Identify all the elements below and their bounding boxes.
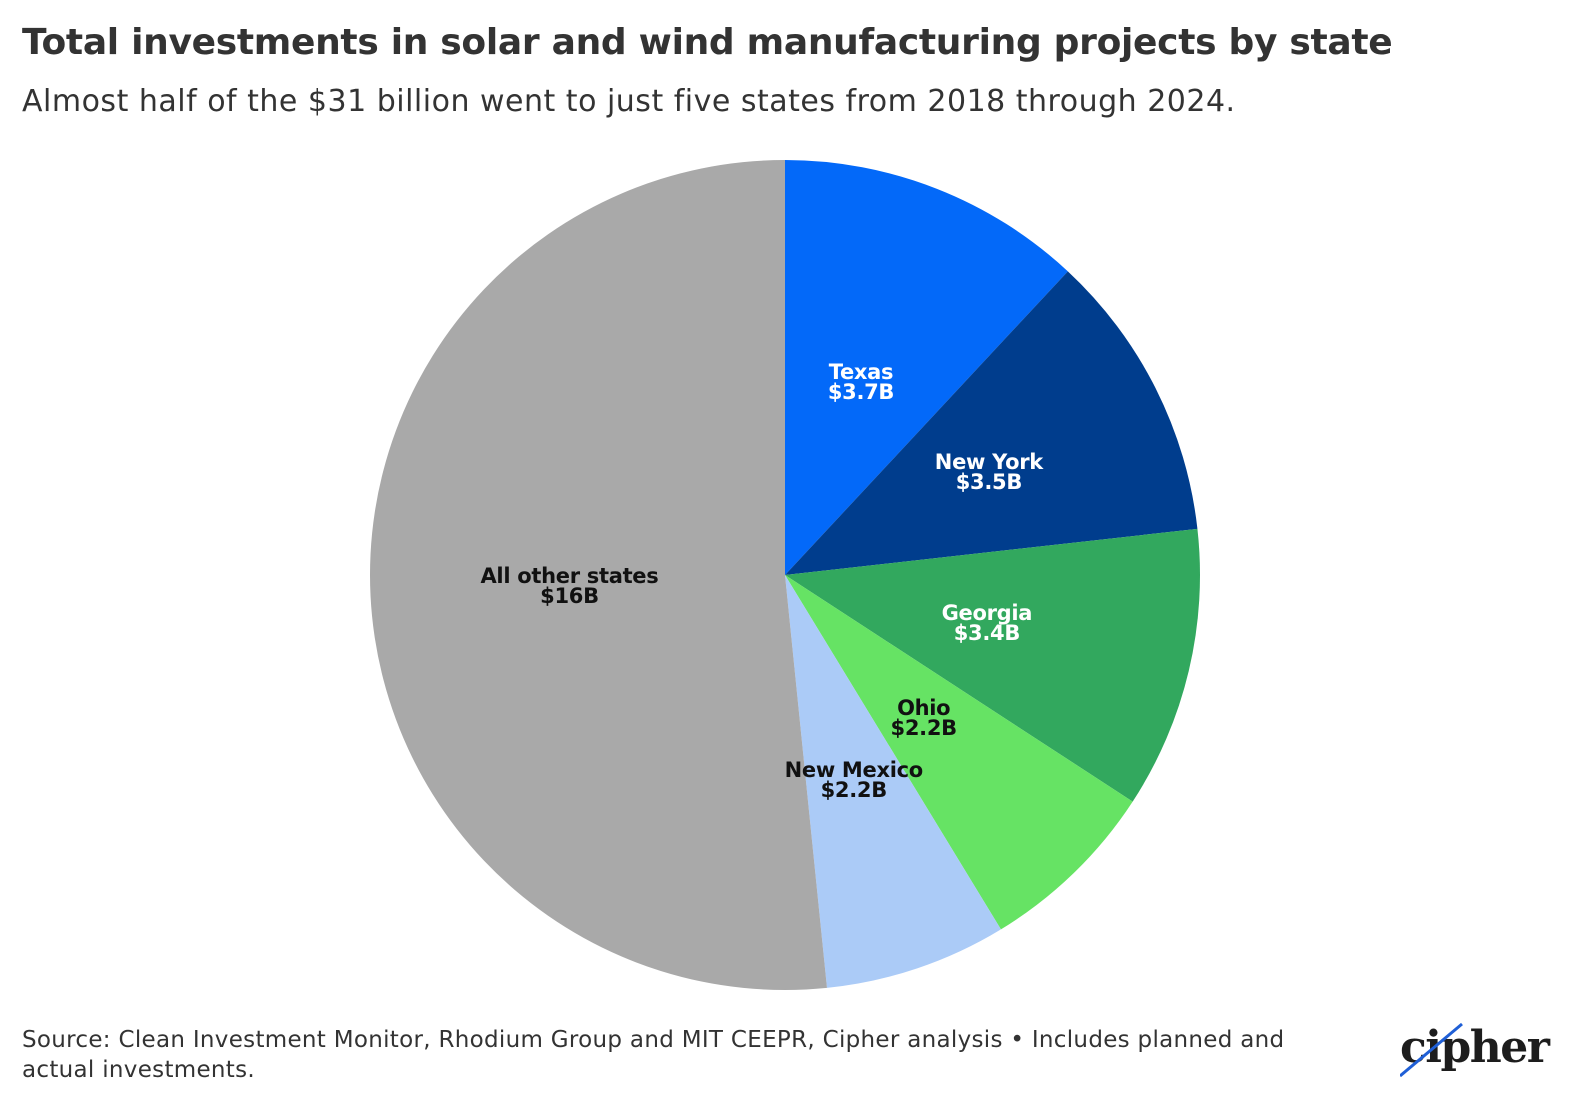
slice-label-all-other-states: All other states $16B [480,563,659,608]
slice-label-ohio: Ohio $2.2B [890,695,958,740]
slice-label-name: All other states [480,563,659,588]
logo-slash-icon [1400,1022,1463,1078]
slice-label-value: $3.4B [953,620,1021,645]
slice-label-new-mexico: New Mexico $2.2B [784,757,924,802]
slice-label-georgia: Georgia $3.4B [941,600,1033,645]
pie-slice-georgia [785,528,1201,802]
slice-label-name: Ohio [897,695,951,720]
pie-slice-new-mexico [785,575,1001,988]
slice-label-value: $3.7B [827,379,895,404]
cipher-logo: cipher [1400,1020,1550,1082]
slice-label-name: New York [934,450,1043,475]
pie-slice-texas [785,160,1068,575]
slice-label-texas: Texas $3.7B [827,359,895,404]
slice-label-value: $2.2B [890,715,958,740]
slice-label-value: $2.2B [820,777,888,802]
slice-label-name: Texas [828,359,894,384]
slice-label-value: $3.5B [955,470,1023,495]
chart-subtitle: Almost half of the $31 billion went to j… [22,84,1236,119]
pie-slice-new-york [785,271,1198,575]
source-note: Source: Clean Investment Monitor, Rhodiu… [22,1027,1285,1083]
chart-title: Total investments in solar and wind manu… [22,22,1393,63]
slice-label-new-york: New York $3.5B [934,450,1043,495]
pie-slice-all-other-states [370,160,827,990]
logo-wordmark: cipher [1400,1022,1550,1073]
slice-label-name: New Mexico [784,757,924,782]
slice-label-value: $16B [540,583,599,608]
pie-slice-ohio [785,575,1133,930]
slice-label-name: Georgia [941,600,1033,625]
